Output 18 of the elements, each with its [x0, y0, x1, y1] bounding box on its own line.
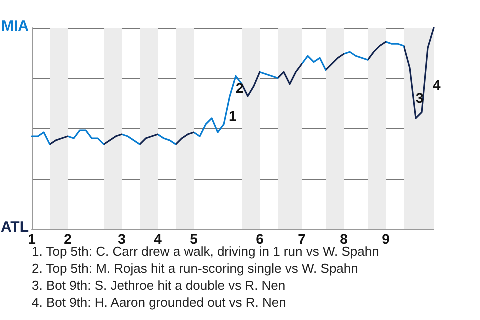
text: 1. Top 5th: C. Carr drew a walk, driving in 1 run vs W. Spahn	[32, 244, 380, 259]
x-tick-label: 8	[340, 231, 348, 247]
annotation: 4	[433, 77, 441, 93]
annotation: 1	[229, 108, 237, 124]
text: 4. Bot 9th: H. Aaron grounded out vs R. Nen	[32, 295, 286, 310]
x-tick-label: 4	[154, 231, 162, 247]
x-tick-label: 6	[256, 231, 264, 247]
x-tick-label: 9	[382, 231, 390, 247]
x-tick-label: 5	[190, 231, 198, 247]
text: 2. Top 5th: M. Rojas hit a run-scoring single vs W. Spahn	[32, 261, 358, 276]
x-tick-label: 1	[28, 231, 36, 247]
x-tick-label: 2	[64, 231, 72, 247]
text: 3. Bot 9th: S. Jethroe hit a double vs R. Nen	[32, 278, 286, 293]
x-tick-label: 7	[298, 231, 306, 247]
text: ATL	[0, 219, 29, 236]
annotation: 2	[236, 80, 244, 96]
x-tick-label: 3	[118, 231, 126, 247]
text: MIA	[2, 18, 30, 35]
